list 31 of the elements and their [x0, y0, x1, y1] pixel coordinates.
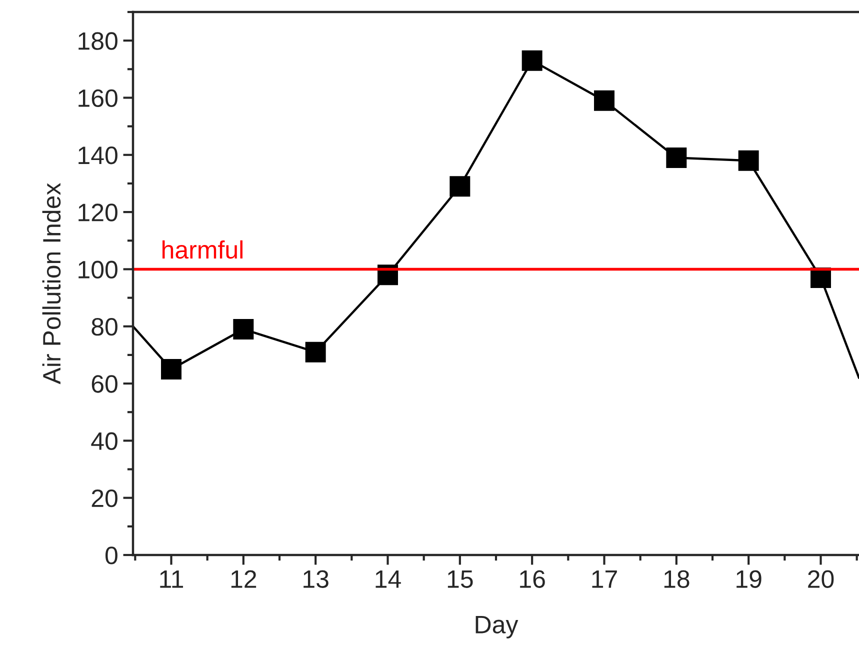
x-tick-label: 11 — [160, 570, 184, 588]
x-tick-label: 14 — [376, 570, 401, 588]
y-tick-label: 0 — [105, 546, 118, 564]
y-tick-label: 60 — [92, 375, 118, 393]
point — [738, 150, 759, 171]
y-tick-label: 100 — [78, 260, 118, 279]
point — [305, 342, 326, 362]
y-axis-title: Air Pollution Index — [42, 183, 61, 384]
y-tick-label: 160 — [78, 89, 118, 108]
y-tick-label: 80 — [92, 318, 118, 336]
y-tick-label: 140 — [78, 146, 118, 164]
ref-line-label: harmful — [162, 240, 242, 259]
y-tick-label: 20 — [92, 489, 118, 508]
point — [594, 90, 614, 111]
point — [450, 176, 470, 197]
y-tick-label: 120 — [78, 204, 118, 222]
x-tick-label: 16 — [520, 570, 545, 588]
x-tick-label: 18 — [664, 570, 690, 588]
y-tick-label: 40 — [91, 432, 118, 450]
x-tick-label: 20 — [808, 570, 834, 588]
point — [522, 50, 542, 71]
x-tick-label: 17 — [592, 570, 617, 588]
x-tick-label: 13 — [304, 570, 328, 588]
x-tick-label: 12 — [231, 570, 256, 588]
x-tick-label: 19 — [736, 570, 762, 588]
x-axis-title: Day — [476, 616, 518, 638]
point — [161, 358, 182, 380]
y-tick-label: 180 — [78, 32, 118, 50]
point — [666, 148, 687, 168]
x-tick-label: 15 — [448, 570, 473, 588]
point — [233, 318, 254, 340]
